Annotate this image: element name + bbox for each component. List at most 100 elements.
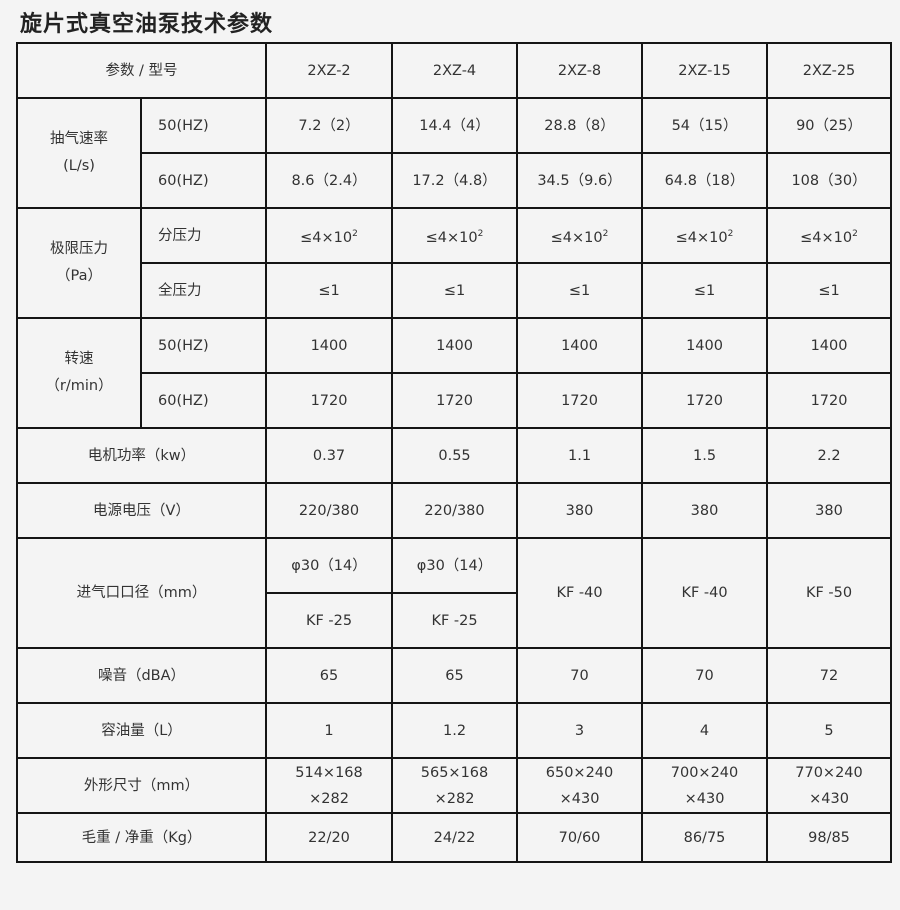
value-exponent: 2 <box>477 228 484 239</box>
table-cell: 34.5（9.6） <box>516 152 644 209</box>
model-header: 2XZ-8 <box>516 42 644 99</box>
group-label: 极限压力 <box>50 241 108 257</box>
group-label: 转速 （r/min） <box>16 317 142 429</box>
table-cell: ≤1 <box>641 262 769 319</box>
table-cell: KF -50 <box>766 537 893 649</box>
table-cell: 1400 <box>265 317 394 374</box>
model-header: 2XZ-15 <box>641 42 769 99</box>
table-cell: 0.37 <box>265 427 394 484</box>
dimension-line: ×430 <box>684 790 725 807</box>
table-cell: 380 <box>766 482 893 539</box>
value-base: ≤4×10 <box>550 229 603 246</box>
table-row: 60(HZ) 1720 1720 1720 1720 1720 <box>17 372 893 429</box>
table-cell: 220/380 <box>265 482 394 539</box>
group-label: 极限压力 （Pa） <box>16 207 142 319</box>
group-label: 抽气速率 <box>50 131 108 147</box>
group-unit: (L/s) <box>63 158 95 174</box>
table-cell: 1400 <box>641 317 769 374</box>
table-row: 容油量（L） 1 1.2 3 4 5 <box>15 702 893 759</box>
table-cell: 24/22 <box>391 812 519 863</box>
table-cell: KF -40 <box>641 537 769 649</box>
table-cell: 70 <box>516 647 644 704</box>
table-cell: 565×168 ×282 <box>391 757 519 814</box>
spec-table: 参数 / 型号 2XZ-2 2XZ-4 2XZ-8 2XZ-15 2XZ-25 抽气速率 (L… <box>15 42 893 863</box>
table-cell: 1720 <box>391 372 519 429</box>
table-cell: 650×240 ×430 <box>516 757 644 814</box>
dimension-line: ×282 <box>434 790 475 807</box>
table-cell: 28.8（8） <box>516 97 644 154</box>
table-cell: ≤4×102 <box>516 207 644 264</box>
table-cell: 1 <box>265 702 394 759</box>
table-cell: 1400 <box>516 317 644 374</box>
sub-label: 分压力 <box>139 207 268 264</box>
row-label: 毛重 / 净重（Kg） <box>15 812 268 863</box>
table-cell: 86/75 <box>641 812 769 863</box>
header-row: 参数 / 型号 2XZ-2 2XZ-4 2XZ-8 2XZ-15 2XZ-25 <box>15 42 893 99</box>
dimension-line: 650×240 <box>545 764 614 781</box>
table-cell: ≤4×102 <box>766 207 893 264</box>
sub-label: 50(HZ) <box>139 317 268 374</box>
sub-label: 60(HZ) <box>139 372 268 429</box>
table-cell: ≤1 <box>766 262 893 319</box>
sub-label: 60(HZ) <box>139 152 268 209</box>
dimension-line: ×282 <box>309 790 349 807</box>
table-cell: 770×240 ×430 <box>766 757 893 814</box>
table-row: KF -25 KF -25 <box>17 592 891 649</box>
table-cell: 65 <box>265 647 394 704</box>
table-cell: 4 <box>641 702 769 759</box>
table-cell: 64.8（18） <box>641 152 769 209</box>
value-base: ≤4×10 <box>300 229 353 246</box>
table-cell: 70/60 <box>516 812 644 863</box>
table-cell: ≤4×102 <box>265 207 394 264</box>
table-cell: ≤4×102 <box>641 207 769 264</box>
table-cell: 14.4（4） <box>391 97 519 154</box>
row-label: 容油量（L） <box>15 702 268 759</box>
group-label: 转速 <box>64 351 94 367</box>
table-row: 全压力 ≤1 ≤1 ≤1 ≤1 ≤1 <box>17 262 893 319</box>
value-exponent: 2 <box>727 228 734 239</box>
table-row: 电源电压（V） 220/380 220/380 380 380 380 <box>15 482 893 539</box>
table-cell: 0.55 <box>391 427 519 484</box>
value-exponent: 2 <box>852 228 858 239</box>
table-cell: 65 <box>391 647 519 704</box>
dimension-line: 565×168 <box>420 764 489 781</box>
table-row: 电机功率（kw） 0.37 0.55 1.1 1.5 2.2 <box>15 427 893 484</box>
group-label: 抽气速率 (L/s) <box>16 97 142 209</box>
table-cell: ≤4×102 <box>391 207 519 264</box>
table-cell: 54（15） <box>641 97 769 154</box>
group-unit: （Pa） <box>56 268 102 284</box>
table-cell: 108（30） <box>766 152 893 209</box>
table-cell: 1720 <box>766 372 893 429</box>
dimension-line: 700×240 <box>670 764 739 781</box>
value-base: ≤4×10 <box>675 229 728 246</box>
value-exponent: 2 <box>602 228 609 239</box>
table-row: 进气口口径（mm） φ30（14） φ30（14） KF -40 KF -40 KF -5… <box>15 537 893 649</box>
table-cell: 700×240 ×430 <box>641 757 769 814</box>
table-cell: 1400 <box>766 317 893 374</box>
table-cell: 1.5 <box>641 427 769 484</box>
table-cell: 1720 <box>265 372 394 429</box>
table-cell: 1.2 <box>391 702 519 759</box>
table-cell: 7.2（2） <box>265 97 394 154</box>
table-row: 噪音（dBA） 65 65 70 70 72 <box>15 647 893 704</box>
value-base: ≤4×10 <box>425 229 478 246</box>
dimension-line: ×430 <box>559 790 600 807</box>
row-label: 电机功率（kw） <box>15 427 268 484</box>
table-row: 抽气速率 (L/s) 50(HZ) 7.2（2） 14.4（4） 28.8（8） 54（15… <box>16 97 893 209</box>
dimension-line: 770×240 <box>795 764 863 781</box>
group-unit: （r/min） <box>45 378 113 394</box>
table-cell: KF -40 <box>516 537 644 649</box>
table-cell: 22/20 <box>265 812 394 863</box>
table-cell: 1720 <box>641 372 769 429</box>
table-cell: 5 <box>766 702 893 759</box>
sub-label: 全压力 <box>139 262 268 319</box>
table-row: 60(HZ) 8.6（2.4） 17.2（4.8） 34.5（9.6） 64.8（18）… <box>17 152 893 209</box>
table-cell: 380 <box>641 482 769 539</box>
row-label: 噪音（dBA） <box>15 647 268 704</box>
table-cell: 1.1 <box>516 427 644 484</box>
sub-label: 50(HZ) <box>139 97 268 154</box>
page-title: 旋片式真空油泵技术参数 <box>20 12 274 37</box>
table-row: 毛重 / 净重（Kg） 22/20 24/22 70/60 86/75 98/85 <box>15 812 893 863</box>
table-cell: 98/85 <box>766 812 893 863</box>
table-cell: φ30（14） <box>391 537 519 594</box>
